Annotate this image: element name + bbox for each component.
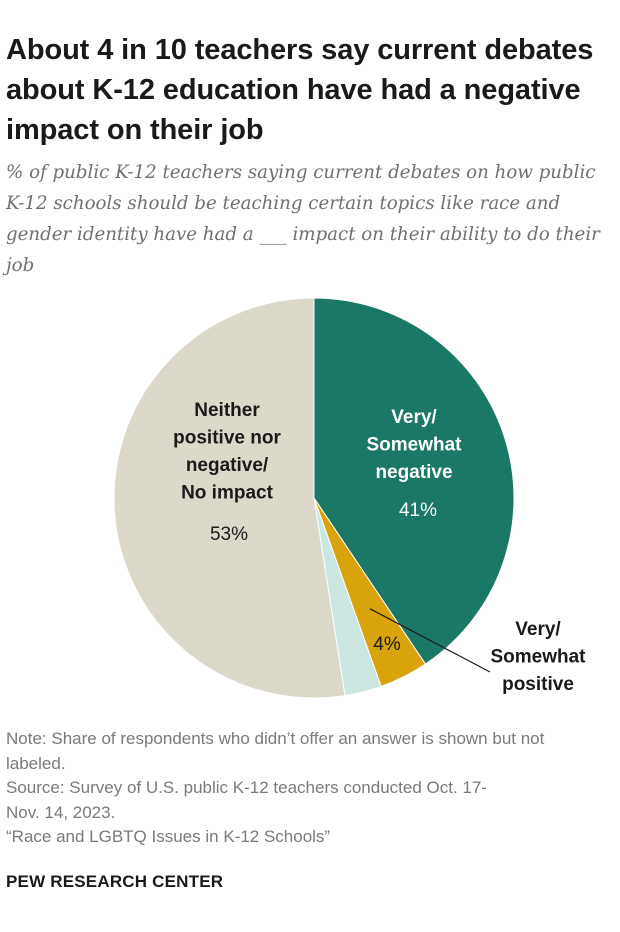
positive-value: 4%: [373, 634, 401, 655]
neither-label-line-3: No impact: [181, 483, 274, 504]
positive-label-line-1: Somewhat: [490, 647, 586, 668]
negative-label-line-1: Somewhat: [366, 435, 462, 456]
negative-label-line-0: Very/: [391, 407, 437, 428]
positive-label-line-2: positive: [502, 674, 574, 695]
neither-label-line-0: Neither: [194, 400, 260, 421]
negative-label-line-2: negative: [375, 462, 452, 483]
chart-subtitle: % of public K-12 teachers saying current…: [6, 162, 600, 276]
neither-label-line-2: negative/: [186, 455, 269, 476]
neither-value: 53%: [210, 524, 248, 545]
pie-slice-0: [313, 297, 515, 665]
source-text: Source: Survey of U.S. public K-12 teach…: [6, 778, 487, 822]
note-text: Note: Share of respondents who didn’t of…: [6, 729, 545, 773]
pie-labels: Very/Somewhat negative 41% 4% Very/Somewhat p…: [173, 400, 586, 695]
pie-slice-3: [113, 297, 346, 699]
pie-chart: Very/Somewhat negative 41% 4% Very/Somewhat p…: [113, 297, 586, 699]
chart-title: About 4 in 10 teachers say current debat…: [6, 34, 594, 146]
positive-label-line-0: Very/: [515, 619, 561, 640]
pie-slices: [113, 297, 515, 699]
negative-value: 41%: [399, 500, 437, 521]
positive-leader-line: [369, 608, 491, 673]
neither-label-line-1: positive nor: [173, 428, 281, 449]
pew-research-logo: PEW RESEARCH CENTER: [6, 872, 224, 891]
chart-notes: Note: Share of respondents who didn’t of…: [6, 727, 606, 850]
report-title-text: “Race and LGBTQ Issues in K-12 Schools”: [6, 827, 331, 846]
